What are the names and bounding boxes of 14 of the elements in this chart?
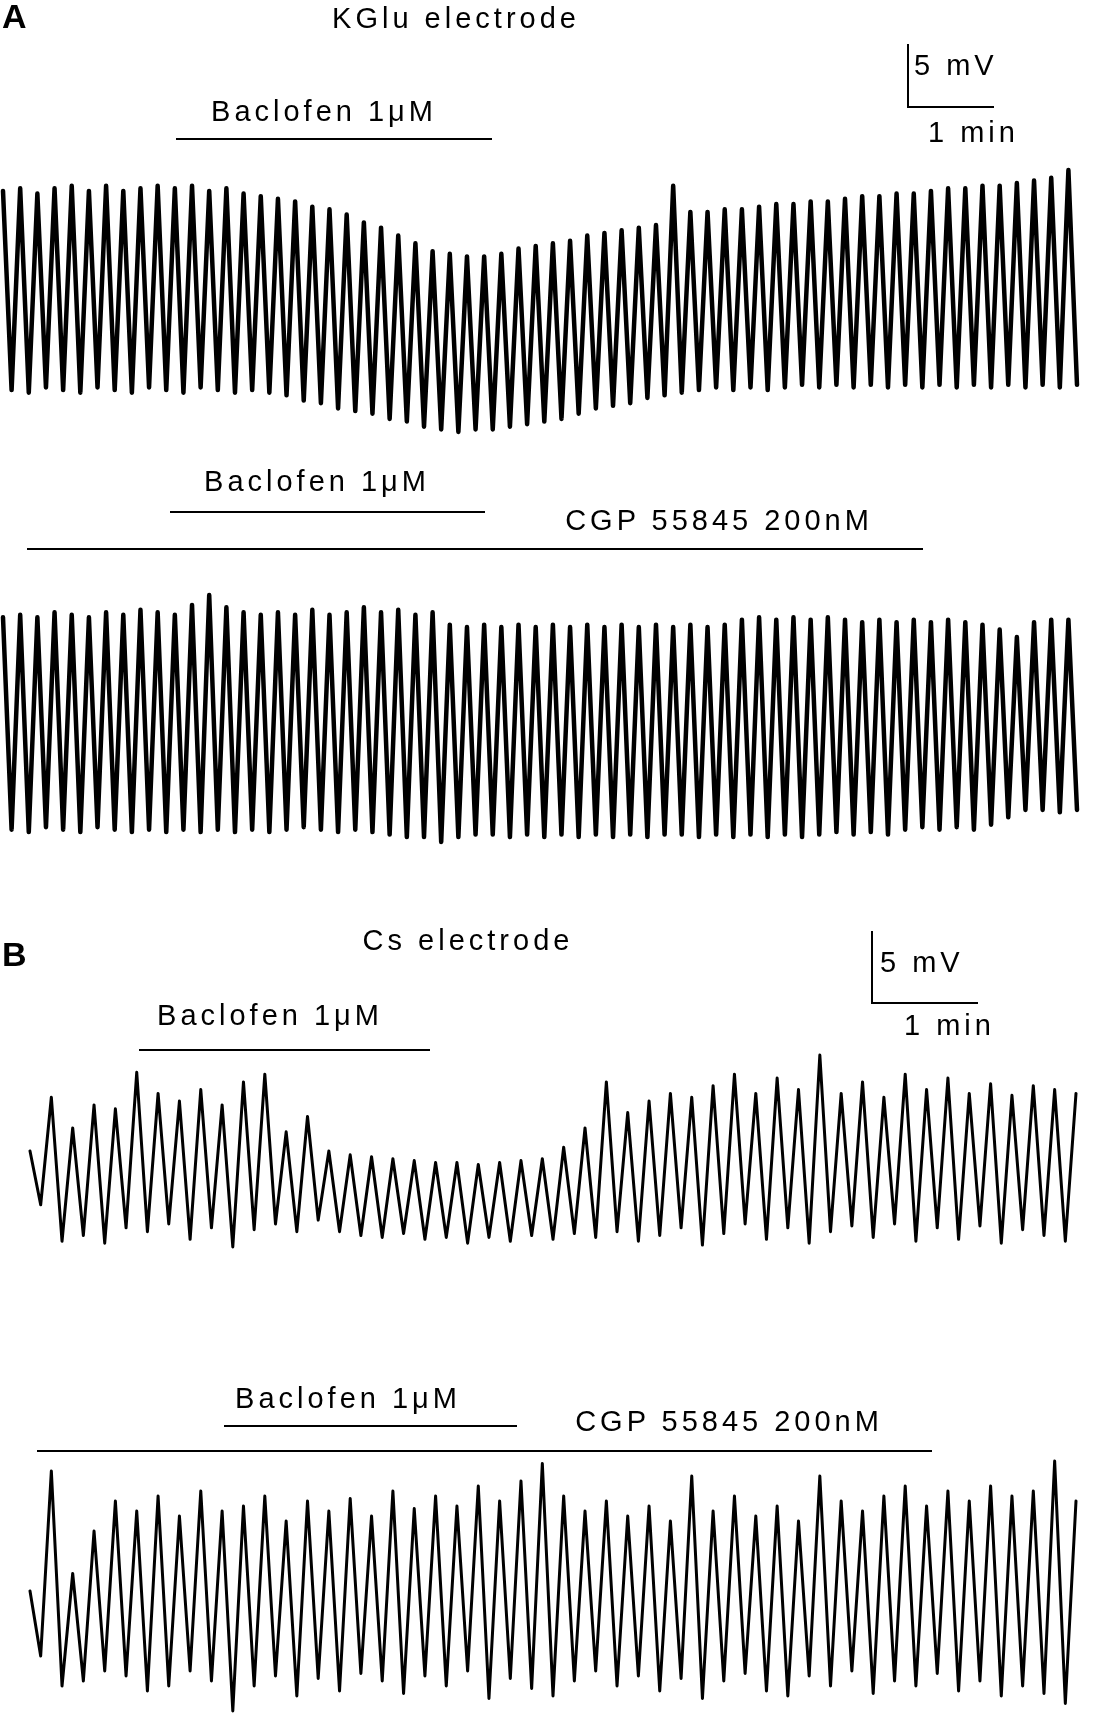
text: 5 mV	[880, 946, 964, 978]
text: A	[2, 0, 27, 36]
chart-title: Cs electrode	[362, 924, 574, 956]
text: Baclofen 1μM	[235, 1382, 461, 1414]
text: 1 min	[928, 116, 1019, 148]
text: Baclofen 1μM	[211, 95, 437, 127]
text: Baclofen 1μM	[157, 999, 383, 1031]
chart-title: KGlu electrode	[332, 2, 580, 34]
text: CGP 55845 200nM	[565, 504, 873, 536]
text: 1 min	[904, 1009, 995, 1041]
text: CGP 55845 200nM	[575, 1405, 883, 1437]
text: 5 mV	[914, 49, 998, 81]
text: B	[2, 935, 27, 974]
text: Baclofen 1μM	[204, 465, 430, 497]
